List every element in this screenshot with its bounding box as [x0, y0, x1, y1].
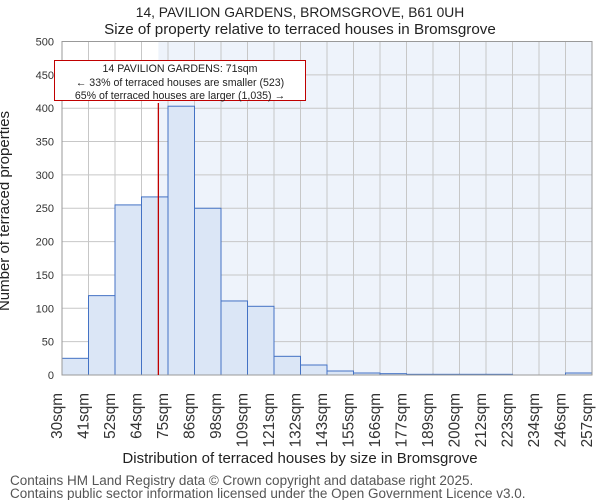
- svg-text:350: 350: [36, 137, 54, 149]
- svg-text:246sqm: 246sqm: [553, 393, 570, 447]
- svg-text:86sqm: 86sqm: [182, 393, 199, 439]
- svg-text:250: 250: [36, 203, 54, 215]
- svg-text:189sqm: 189sqm: [420, 393, 437, 447]
- svg-text:400: 400: [36, 103, 54, 115]
- svg-text:41sqm: 41sqm: [76, 393, 93, 439]
- svg-text:166sqm: 166sqm: [367, 393, 384, 447]
- svg-text:155sqm: 155sqm: [341, 393, 358, 447]
- svg-text:500: 500: [36, 37, 54, 49]
- svg-text:0: 0: [48, 370, 54, 382]
- svg-text:132sqm: 132sqm: [288, 393, 305, 447]
- svg-text:223sqm: 223sqm: [500, 393, 517, 447]
- svg-text:234sqm: 234sqm: [526, 393, 543, 447]
- svg-text:50: 50: [42, 337, 54, 349]
- svg-text:143sqm: 143sqm: [314, 393, 331, 447]
- svg-text:109sqm: 109sqm: [235, 393, 252, 447]
- svg-text:64sqm: 64sqm: [129, 393, 146, 439]
- svg-text:150: 150: [36, 270, 54, 282]
- svg-text:52sqm: 52sqm: [102, 393, 119, 439]
- svg-text:100: 100: [36, 303, 54, 315]
- svg-text:121sqm: 121sqm: [261, 393, 278, 447]
- svg-text:30sqm: 30sqm: [49, 393, 66, 439]
- svg-text:212sqm: 212sqm: [473, 393, 490, 447]
- svg-text:200sqm: 200sqm: [447, 393, 464, 447]
- svg-text:450: 450: [36, 70, 54, 82]
- svg-text:300: 300: [36, 170, 54, 182]
- svg-text:75sqm: 75sqm: [155, 393, 172, 439]
- svg-text:200: 200: [36, 237, 54, 249]
- svg-text:257sqm: 257sqm: [579, 393, 596, 447]
- svg-text:177sqm: 177sqm: [394, 393, 411, 447]
- svg-text:98sqm: 98sqm: [208, 393, 225, 439]
